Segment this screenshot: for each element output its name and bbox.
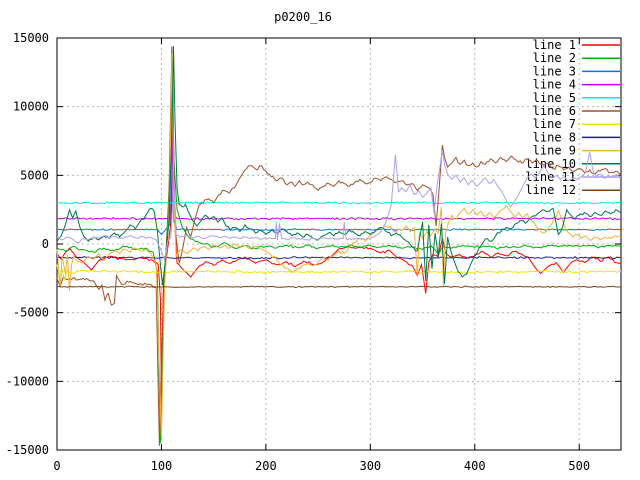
x-tick-label: 300 bbox=[359, 459, 381, 473]
legend-label: line 12 bbox=[525, 183, 576, 197]
x-tick-label: 500 bbox=[568, 459, 590, 473]
x-tick-label: 100 bbox=[151, 459, 173, 473]
chart-title: p0200_16 bbox=[274, 10, 332, 24]
grid-lines bbox=[57, 38, 621, 450]
y-tick-label: -15000 bbox=[6, 443, 49, 457]
y-tick-label: 10000 bbox=[13, 100, 49, 114]
series-line-4 bbox=[57, 99, 622, 221]
series-line-5 bbox=[56, 201, 622, 205]
legend-label: line 7 bbox=[533, 117, 576, 131]
y-tick-label: -10000 bbox=[6, 374, 49, 388]
y-tick-label: 15000 bbox=[13, 31, 49, 45]
legend-label: line 6 bbox=[533, 104, 576, 118]
series-line-10 bbox=[56, 46, 622, 286]
legend-label: line 3 bbox=[533, 64, 576, 78]
series-line-12 bbox=[56, 285, 622, 289]
legend-label: line 2 bbox=[533, 51, 576, 65]
series-line-9 bbox=[56, 53, 622, 440]
y-tick-label: -5000 bbox=[13, 306, 49, 320]
legend-label: line 8 bbox=[533, 130, 576, 144]
axis-ticks bbox=[56, 37, 621, 451]
data-series bbox=[56, 46, 622, 446]
series-line-3 bbox=[56, 65, 621, 236]
legend-label: line 5 bbox=[533, 91, 576, 105]
legend-label: line 10 bbox=[525, 157, 576, 171]
series-line-2 bbox=[56, 46, 622, 444]
x-tick-label: 200 bbox=[255, 459, 277, 473]
legend-label: line 9 bbox=[533, 144, 576, 158]
axis-tick-labels: 0 100 200 300 400 500 -15000 -10000 -5000 0 5000 10… bbox=[6, 31, 590, 473]
series-line-8 bbox=[56, 256, 622, 260]
x-tick-label: 0 bbox=[53, 459, 60, 473]
series-line-6 bbox=[56, 47, 622, 446]
series-line-7 bbox=[56, 264, 622, 284]
series-line-11 bbox=[56, 150, 622, 261]
legend-label: line 4 bbox=[533, 78, 576, 92]
legend-label: line 1 bbox=[533, 38, 576, 52]
y-tick-label: 5000 bbox=[20, 168, 49, 182]
x-tick-label: 400 bbox=[464, 459, 486, 473]
y-tick-label: 0 bbox=[42, 237, 49, 251]
